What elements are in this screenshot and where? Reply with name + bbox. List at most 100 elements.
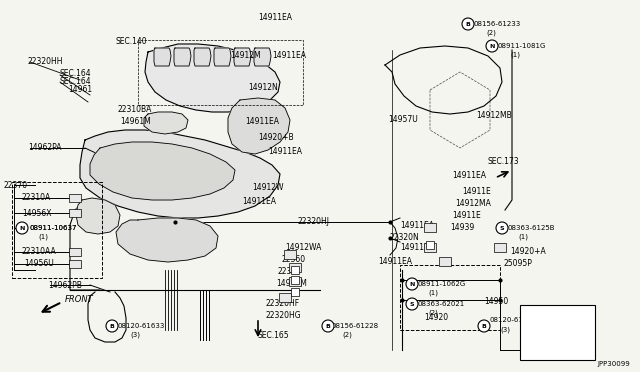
Text: 14957M: 14957M xyxy=(276,279,307,289)
Text: 14911EA: 14911EA xyxy=(400,244,434,253)
Text: (1): (1) xyxy=(518,234,528,240)
Text: 25095P: 25095P xyxy=(504,260,533,269)
Polygon shape xyxy=(154,48,171,66)
Polygon shape xyxy=(80,130,280,218)
Text: N: N xyxy=(410,282,415,286)
Text: (3): (3) xyxy=(500,327,510,333)
Text: 14912MB: 14912MB xyxy=(476,110,512,119)
Text: 14961: 14961 xyxy=(68,86,92,94)
Bar xyxy=(426,241,434,249)
Bar xyxy=(69,248,81,256)
Text: 08911-10637: 08911-10637 xyxy=(30,225,77,231)
Bar xyxy=(284,250,296,259)
Bar xyxy=(494,243,506,252)
Circle shape xyxy=(406,278,418,290)
Text: 22317: 22317 xyxy=(278,267,302,276)
Bar xyxy=(439,257,451,266)
Text: 14962PA: 14962PA xyxy=(28,144,61,153)
Text: (1): (1) xyxy=(510,52,520,58)
Bar xyxy=(69,209,81,217)
Text: 22320N: 22320N xyxy=(390,234,420,243)
Text: (2): (2) xyxy=(428,310,438,316)
Bar xyxy=(424,243,436,252)
Text: 14911E: 14911E xyxy=(452,212,481,221)
Text: 08911-1081G: 08911-1081G xyxy=(498,43,547,49)
Text: 22320HF: 22320HF xyxy=(265,299,299,308)
Circle shape xyxy=(322,320,334,332)
Text: 08911-10637: 08911-10637 xyxy=(30,225,77,231)
Text: 14912W: 14912W xyxy=(252,183,284,192)
Polygon shape xyxy=(228,98,290,154)
Polygon shape xyxy=(116,218,218,262)
Polygon shape xyxy=(144,112,188,134)
Circle shape xyxy=(16,222,28,234)
Text: 22370: 22370 xyxy=(4,180,28,189)
Text: B: B xyxy=(109,324,115,328)
Text: B: B xyxy=(326,324,330,328)
Text: 14911EA: 14911EA xyxy=(242,198,276,206)
Text: B: B xyxy=(481,324,486,328)
Polygon shape xyxy=(145,44,280,112)
Polygon shape xyxy=(194,48,211,66)
Polygon shape xyxy=(90,142,235,200)
Text: 14939: 14939 xyxy=(450,224,474,232)
Text: B: B xyxy=(465,22,470,26)
Text: 14962PB: 14962PB xyxy=(48,280,82,289)
Bar xyxy=(424,223,436,232)
Text: (1): (1) xyxy=(38,234,48,240)
Circle shape xyxy=(478,320,490,332)
Text: 14911EA: 14911EA xyxy=(400,221,434,230)
Bar xyxy=(291,288,299,296)
Text: SEC.140: SEC.140 xyxy=(115,38,147,46)
Text: 14911E: 14911E xyxy=(462,187,491,196)
Text: 14912M: 14912M xyxy=(230,51,260,60)
Text: 22320HG: 22320HG xyxy=(265,311,301,320)
Text: 14957U: 14957U xyxy=(388,115,418,125)
Text: JPP30099: JPP30099 xyxy=(597,361,630,367)
Bar xyxy=(289,263,301,272)
Text: (2): (2) xyxy=(342,332,352,338)
Text: 22310AA: 22310AA xyxy=(22,247,57,257)
Text: 14961M: 14961M xyxy=(120,118,151,126)
Text: SEC.165: SEC.165 xyxy=(258,331,290,340)
Text: N: N xyxy=(19,225,25,231)
Bar xyxy=(291,276,299,284)
Text: 22320HH: 22320HH xyxy=(28,58,63,67)
Circle shape xyxy=(496,222,508,234)
Text: 08120-6122F: 08120-6122F xyxy=(490,317,536,323)
Text: 08911-1062G: 08911-1062G xyxy=(418,281,467,287)
Text: 14912WA: 14912WA xyxy=(285,244,321,253)
Polygon shape xyxy=(234,48,251,66)
Text: (2): (2) xyxy=(486,30,496,36)
Text: 22310A: 22310A xyxy=(22,193,51,202)
Text: S: S xyxy=(410,301,414,307)
Text: SEC.173: SEC.173 xyxy=(488,157,520,167)
Text: N: N xyxy=(490,44,495,48)
Bar xyxy=(12,182,102,278)
Text: 08363-6125B: 08363-6125B xyxy=(508,225,556,231)
Bar xyxy=(520,305,595,360)
Text: 08120-61633: 08120-61633 xyxy=(118,323,165,329)
Text: 08156-61228: 08156-61228 xyxy=(332,323,379,329)
Text: 14911EA: 14911EA xyxy=(378,257,412,266)
Bar xyxy=(138,40,303,105)
Bar xyxy=(69,194,81,202)
Circle shape xyxy=(406,298,418,310)
Bar xyxy=(69,260,81,268)
Text: 14920+B: 14920+B xyxy=(258,134,294,142)
Bar xyxy=(289,277,301,286)
Text: 14920+A: 14920+A xyxy=(510,247,546,257)
Text: 14950: 14950 xyxy=(484,298,508,307)
Text: 14912N: 14912N xyxy=(248,83,278,93)
Text: 14956U: 14956U xyxy=(24,260,54,269)
Text: S: S xyxy=(500,225,504,231)
Bar xyxy=(291,266,299,274)
Polygon shape xyxy=(174,48,191,66)
Text: 14912MA: 14912MA xyxy=(455,199,491,208)
Polygon shape xyxy=(76,198,120,234)
Circle shape xyxy=(462,18,474,30)
Text: SEC.164: SEC.164 xyxy=(60,77,92,87)
Circle shape xyxy=(486,40,498,52)
Text: (1): (1) xyxy=(428,290,438,296)
Text: 08363-62021: 08363-62021 xyxy=(418,301,465,307)
